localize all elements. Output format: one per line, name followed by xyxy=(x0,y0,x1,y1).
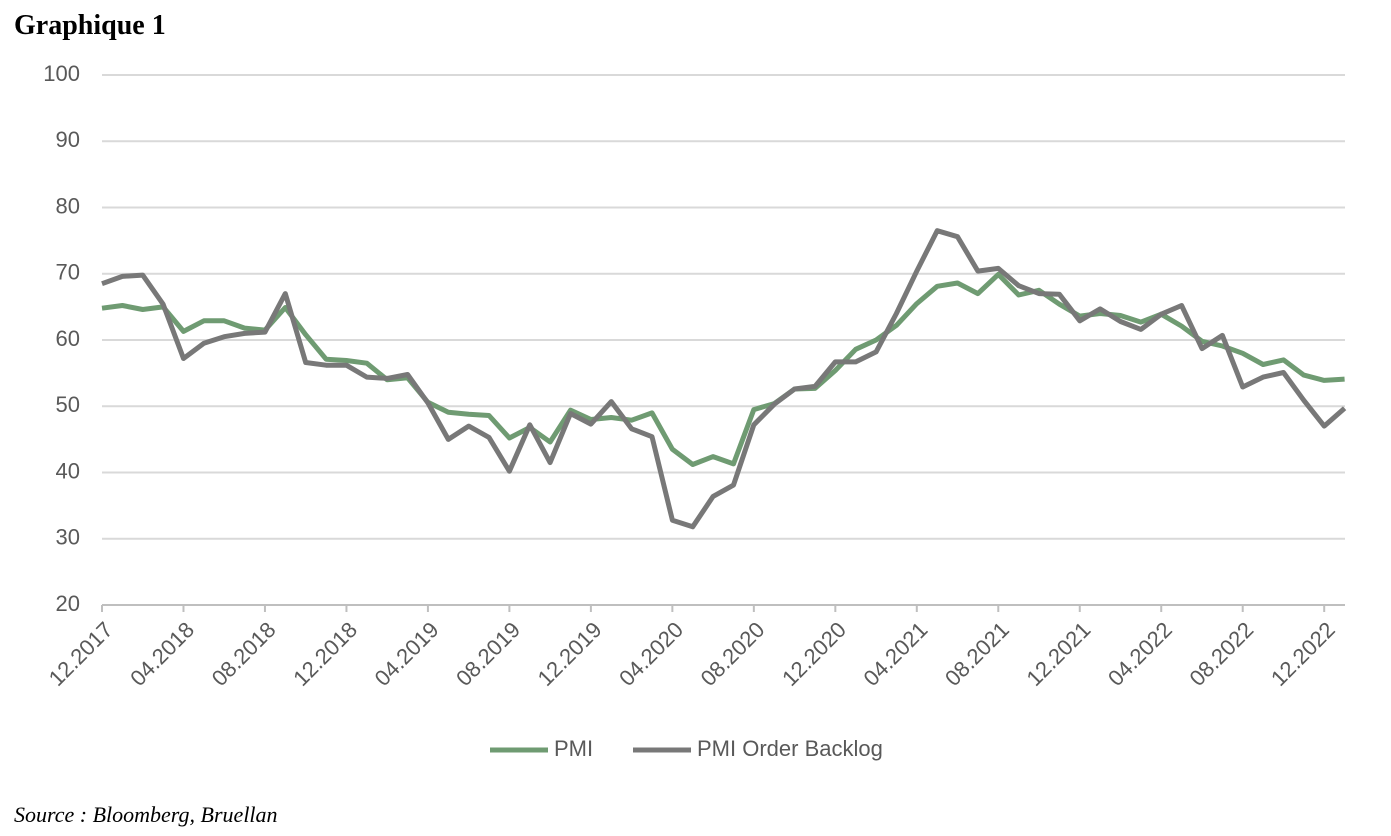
x-tick-label: 08.2018 xyxy=(207,617,281,691)
x-tick-label: 12.2019 xyxy=(533,617,607,691)
x-tick-label: 04.2020 xyxy=(614,617,688,691)
series-line xyxy=(101,271,1345,467)
y-tick-label: 100 xyxy=(43,61,80,86)
x-tick-label: 12.2022 xyxy=(1266,617,1340,691)
legend-label: PMI Order Backlog xyxy=(697,736,883,761)
chart-title: Graphique 1 xyxy=(14,10,166,41)
y-tick-label: 60 xyxy=(56,326,80,351)
y-tick-label: 50 xyxy=(56,392,80,417)
y-tick-label: 90 xyxy=(56,127,80,152)
y-tick-label: 20 xyxy=(56,591,80,616)
x-tick-label: 08.2020 xyxy=(696,617,770,691)
y-tick-label: 40 xyxy=(56,458,80,483)
y-tick-label: 30 xyxy=(56,525,80,550)
legend-label: PMI xyxy=(554,736,593,761)
x-tick-label: 04.2018 xyxy=(125,617,199,691)
x-tick-label: 08.2021 xyxy=(940,617,1014,691)
x-tick-label: 04.2021 xyxy=(859,617,933,691)
x-tick-label: 12.2020 xyxy=(777,617,851,691)
x-tick-label: 04.2019 xyxy=(370,617,444,691)
source: Source : Bloomberg, Bruellan xyxy=(14,802,278,827)
x-tick-label: 08.2019 xyxy=(451,617,525,691)
x-tick-label: 12.2021 xyxy=(1021,617,1095,691)
x-tick-label: 12.2017 xyxy=(44,617,118,691)
series-line xyxy=(101,228,1347,530)
x-tick-label: 12.2018 xyxy=(288,617,362,691)
x-tick-label: 08.2022 xyxy=(1184,617,1258,691)
x-tick-label: 04.2022 xyxy=(1103,617,1177,691)
y-tick-label: 80 xyxy=(56,193,80,218)
y-tick-label: 70 xyxy=(56,260,80,285)
